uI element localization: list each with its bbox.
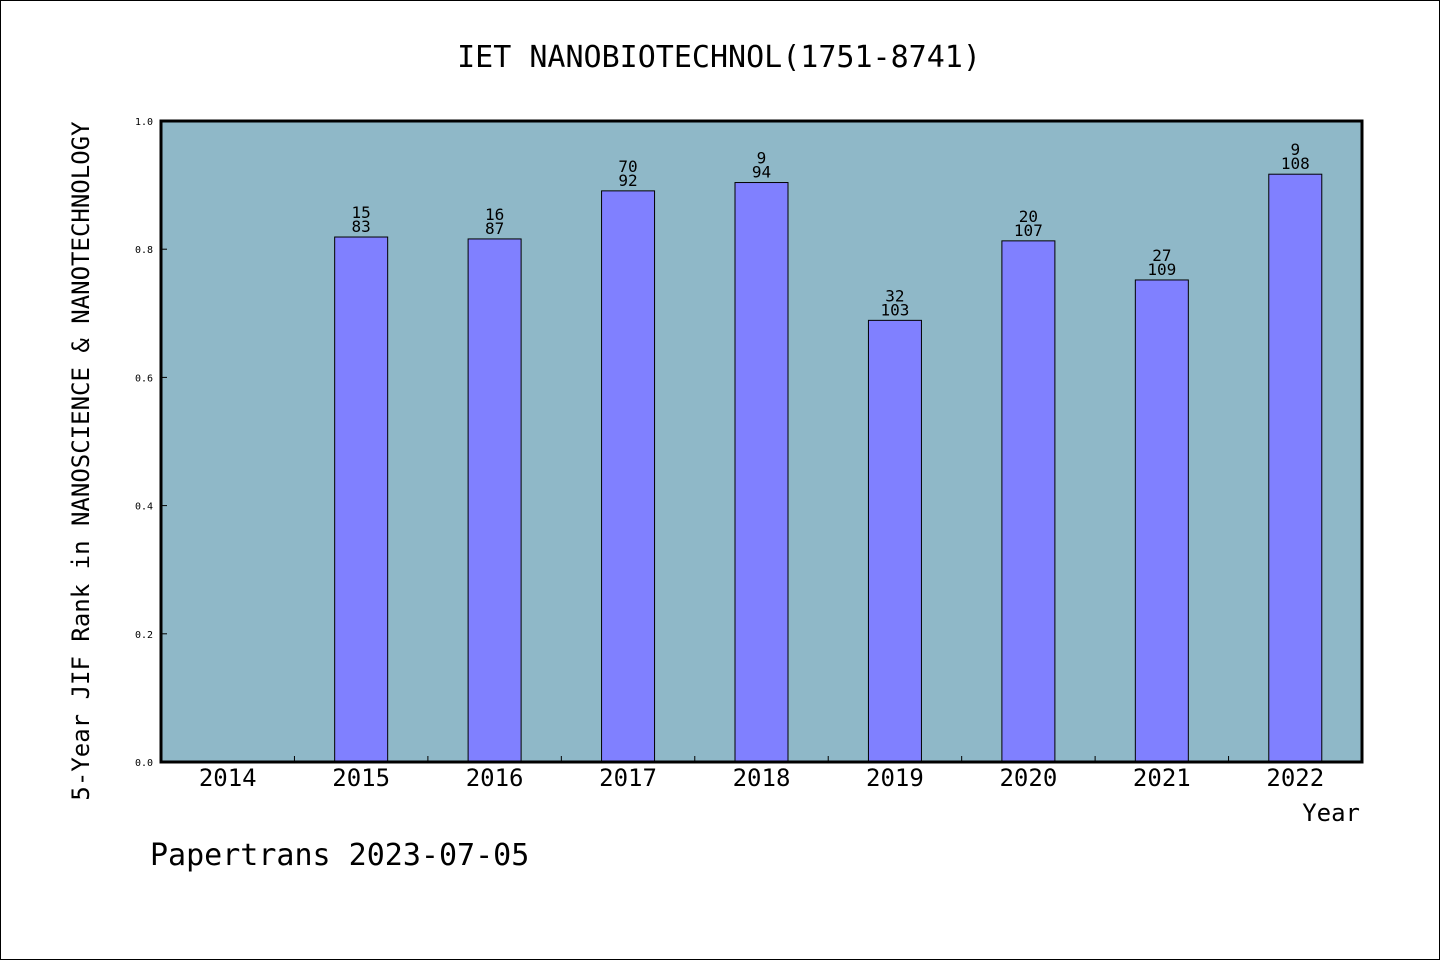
x-tick-label: 2018 — [733, 764, 791, 792]
data-label-rank: 20 — [1019, 207, 1038, 226]
y-axis: 0.0 0.2 0.4 0.6 0.8 1.0 — [135, 117, 167, 769]
bar-2020 — [1001, 240, 1056, 763]
x-tick-label: 2017 — [599, 764, 657, 792]
y-tick-label: 0.0 — [135, 758, 153, 769]
x-axis: 2014 2015 2016 2017 2018 2019 2020 2021 2022 — [199, 756, 1324, 792]
bar-2017 — [601, 190, 656, 763]
plot-frame — [159, 119, 1364, 764]
data-label-total: 109 — [1147, 260, 1176, 279]
data-label-rank: 27 — [1152, 246, 1171, 265]
data-label-total: 108 — [1281, 154, 1310, 173]
x-tick-label: 2019 — [866, 764, 924, 792]
data-label-total: 92 — [618, 171, 637, 190]
bar-2016 — [467, 238, 522, 763]
bar-2018 — [734, 182, 789, 763]
y-tick-label: 0.4 — [135, 502, 153, 513]
data-label-rank: 9 — [1290, 140, 1300, 159]
data-label-total: 107 — [1014, 221, 1043, 240]
footer-text: Papertrans 2023-07-05 — [150, 838, 529, 873]
data-label-rank: 16 — [485, 205, 504, 224]
y-axis-label: 5-Year JIF Rank in NANOSCIENCE & NANOTEC… — [67, 121, 95, 801]
x-tick-label: 2020 — [999, 764, 1057, 792]
bar-2015 — [334, 236, 389, 763]
x-axis-label: Year — [1302, 799, 1360, 827]
x-tick-label: 2014 — [199, 764, 257, 792]
x-tick-label: 2016 — [466, 764, 524, 792]
bar-2022 — [1268, 173, 1323, 763]
y-tick-label: 0.2 — [135, 630, 153, 641]
y-tick-label: 1.0 — [135, 117, 153, 128]
y-tick-label: 0.6 — [135, 373, 153, 384]
x-tick-label: 2022 — [1266, 764, 1324, 792]
bar-2021 — [1134, 279, 1189, 763]
data-label-rank: 15 — [352, 203, 371, 222]
chart-title: IET NANOBIOTECHNOL(1751-8741) — [457, 40, 981, 75]
y-tick-label: 0.8 — [135, 245, 153, 256]
data-label-rank: 32 — [885, 286, 904, 305]
data-label-total: 87 — [485, 219, 504, 238]
data-label-total: 94 — [752, 163, 771, 182]
x-tick-label: 2021 — [1133, 764, 1191, 792]
data-label-rank: 70 — [618, 157, 637, 176]
data-label-total: 83 — [352, 217, 371, 236]
bar-2019 — [867, 319, 922, 763]
x-tick-label: 2015 — [332, 764, 390, 792]
data-label-rank: 9 — [757, 149, 767, 168]
bars-group — [334, 173, 1323, 763]
data-label-total: 103 — [880, 300, 909, 319]
